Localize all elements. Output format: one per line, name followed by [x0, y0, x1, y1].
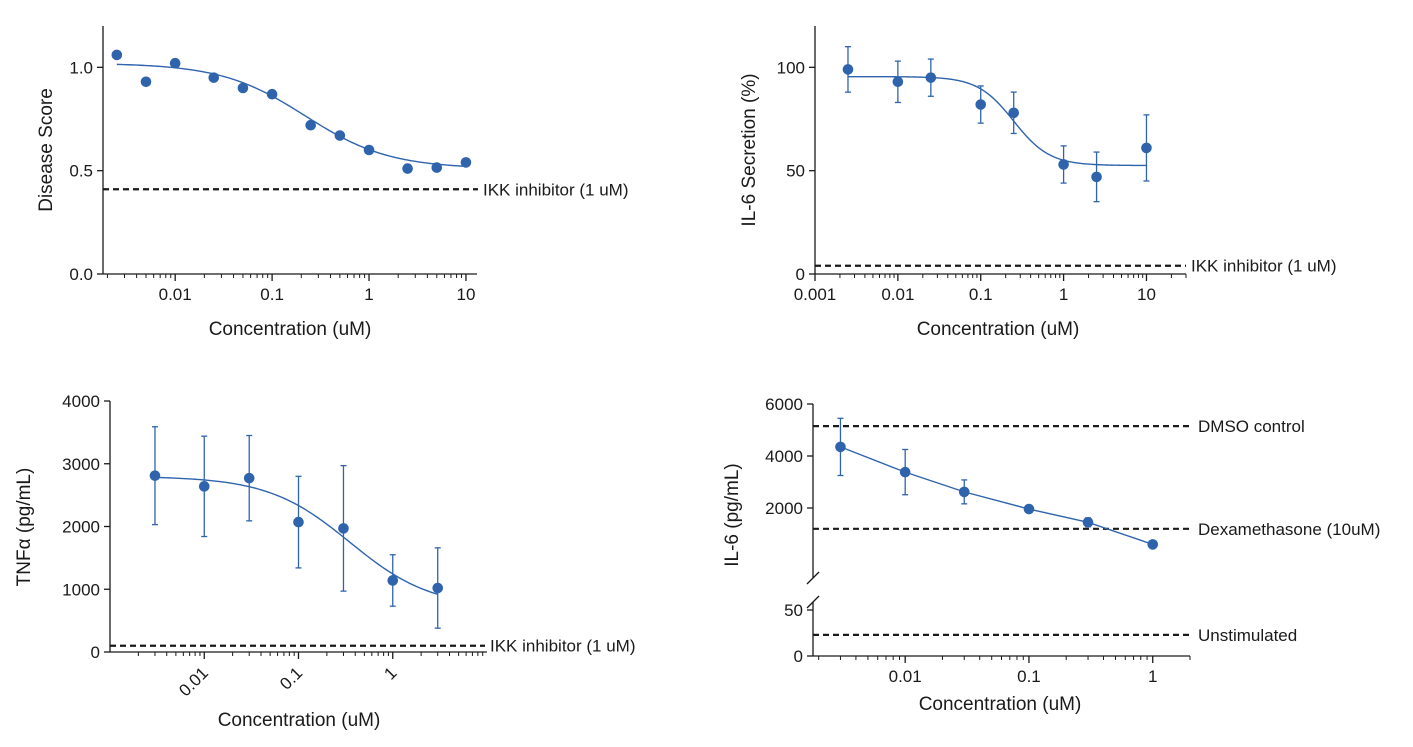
- data-point: [237, 82, 249, 94]
- x-tick-label: 10: [1137, 285, 1156, 304]
- data-point: [363, 144, 375, 156]
- data-point: [243, 472, 255, 484]
- data-point: [842, 64, 854, 75]
- fit-curve: [840, 446, 1153, 546]
- y-tick-label: 3000: [62, 455, 100, 474]
- fit-curve: [847, 75, 1147, 167]
- x-tick-label: 0.01: [175, 663, 212, 700]
- data-point: [432, 582, 444, 594]
- y-tick-label: 0: [796, 265, 805, 284]
- x-tick-label: 0.01: [889, 667, 922, 686]
- y-tick-label: 50: [784, 601, 803, 620]
- data-point: [899, 466, 911, 478]
- data-point: [387, 575, 399, 586]
- axis-break-mark: [806, 595, 820, 609]
- x-axis-label: Concentration (uM): [218, 710, 381, 731]
- data-point: [1008, 107, 1020, 119]
- data-point: [1058, 159, 1069, 170]
- y-tick-label: 0: [794, 647, 803, 666]
- x-tick-label: 0.1: [276, 663, 306, 693]
- y-tick-label: 1.0: [69, 58, 93, 77]
- x-axis-label: Concentration (uM): [919, 694, 1082, 715]
- reference-line-label: IKK inhibitor (1 uM): [1191, 257, 1337, 276]
- y-tick-label: 1000: [62, 580, 100, 599]
- x-tick-label: 1: [1148, 667, 1157, 686]
- x-tick-label: 10: [456, 285, 475, 304]
- chart-panel-2: 0 50 100 0.001 0.01 0.1 1 10 IKK inhibitor (1 uM…: [739, 26, 1337, 340]
- data-point: [338, 523, 349, 534]
- y-axis-label: TNFα (pg/mL): [14, 468, 35, 587]
- data-point: [925, 72, 937, 83]
- reference-line-label: IKK inhibitor (1 uM): [483, 180, 629, 199]
- y-tick-label: 100: [777, 58, 805, 77]
- y-axis-label: IL-6 Secretion (%): [739, 73, 760, 226]
- data-point: [1091, 171, 1102, 183]
- data-point: [958, 486, 970, 498]
- x-tick-label: 0.01: [159, 285, 192, 304]
- x-tick-label: 0.001: [794, 285, 837, 304]
- y-tick-label: 6000: [765, 395, 803, 414]
- y-tick-label: 2000: [765, 499, 803, 518]
- y-tick-label: 2000: [62, 518, 100, 537]
- data-point: [1023, 503, 1035, 515]
- data-point: [334, 130, 346, 141]
- data-point: [293, 516, 304, 528]
- x-tick-label: 0.01: [881, 285, 914, 304]
- x-tick-label: 0.1: [260, 285, 284, 304]
- data-point: [431, 162, 443, 173]
- reference-line-label: Dexamethasone (10uM): [1198, 520, 1380, 539]
- reference-line-label: IKK inhibitor (1 uM): [490, 637, 636, 656]
- y-axis-label: Disease Score: [36, 88, 57, 212]
- y-axis-label: IL-6 (pg/mL): [722, 463, 743, 566]
- data-point: [140, 76, 152, 88]
- data-point: [266, 88, 278, 100]
- x-axis-label: Concentration (uM): [917, 319, 1080, 340]
- chart-panel-3: 0 1000 2000 3000 4000 0.01 0.1 1 IKK inhibitor (…: [14, 392, 636, 731]
- data-point: [111, 49, 123, 61]
- data-point: [149, 470, 161, 481]
- data-point: [169, 57, 181, 69]
- x-tick-label: 1: [364, 285, 373, 304]
- data-point: [835, 441, 846, 453]
- chart-panel-1: 0.0 0.5 1.0 0.01 0.1 1 10 IKK inhibitor (1 uM) C…: [36, 26, 629, 340]
- data-point: [1082, 517, 1094, 528]
- y-tick-label: 50: [786, 162, 805, 181]
- reference-line-label: DMSO control: [1198, 417, 1305, 436]
- y-tick-label: 0.0: [69, 265, 93, 284]
- x-tick-label: 0.1: [969, 285, 993, 304]
- fit-curve: [116, 63, 466, 168]
- y-tick-label: 0: [91, 643, 100, 662]
- x-tick-label: 1: [1059, 285, 1068, 304]
- data-point: [198, 481, 210, 492]
- data-point: [1141, 142, 1152, 154]
- data-point: [460, 157, 472, 168]
- data-point: [402, 163, 413, 174]
- fit-curve: [154, 476, 438, 595]
- reference-line-label: Unstimulated: [1198, 626, 1297, 645]
- chart-panel-4: 2000 4000 6000 0 50 0.01 0.1 1 DMSO control Dexam…: [722, 395, 1380, 715]
- data-point: [975, 99, 987, 110]
- x-tick-label: 0.1: [1017, 667, 1041, 686]
- axis-break-mark: [806, 571, 820, 585]
- y-tick-label: 4000: [765, 447, 803, 466]
- y-tick-label: 0.5: [69, 162, 93, 181]
- data-point: [892, 76, 904, 88]
- data-point: [305, 119, 316, 131]
- y-tick-label: 4000: [62, 392, 100, 411]
- data-point: [208, 72, 220, 83]
- x-axis-label: Concentration (uM): [209, 319, 372, 340]
- data-point: [1147, 539, 1159, 550]
- x-tick-label: 1: [380, 663, 400, 683]
